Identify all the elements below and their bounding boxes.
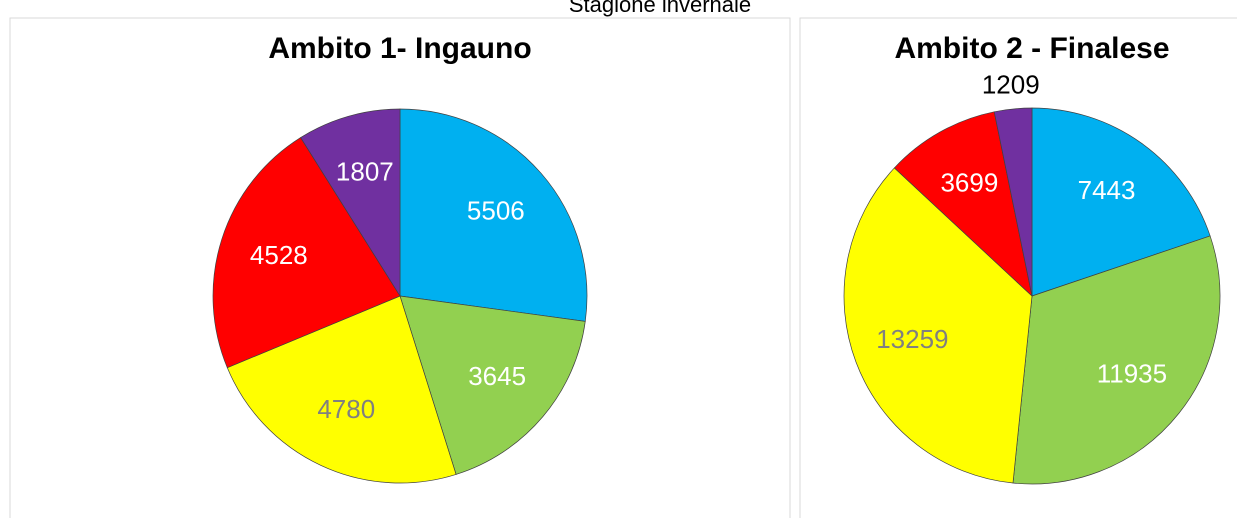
page-title: Stagione invernale xyxy=(569,0,751,17)
data-label: 4528 xyxy=(250,240,308,270)
data-label: 3645 xyxy=(468,361,526,391)
data-label: 13259 xyxy=(876,324,948,354)
pie-slice xyxy=(300,108,401,298)
pie-slice xyxy=(1012,235,1221,485)
data-label: 1209 xyxy=(982,69,1040,99)
chart-title: Ambito 1- Ingauno xyxy=(268,32,531,65)
data-label: 1807 xyxy=(336,157,394,187)
data-label: 5506 xyxy=(467,195,525,225)
pie-slice xyxy=(893,111,1033,298)
pie-slice xyxy=(399,295,586,475)
pie-slice xyxy=(212,137,401,369)
pie-slice xyxy=(993,107,1033,297)
data-label: 4780 xyxy=(317,394,375,424)
pie-slice xyxy=(226,295,457,484)
chart-title: Ambito 2 - Finalese xyxy=(894,32,1169,65)
pie-slice xyxy=(399,108,588,322)
pie-slice xyxy=(843,167,1033,484)
data-label: 7443 xyxy=(1078,175,1136,205)
pie-slice xyxy=(1031,107,1211,297)
data-label: 11935 xyxy=(1097,359,1167,389)
data-label: 3699 xyxy=(940,167,998,197)
